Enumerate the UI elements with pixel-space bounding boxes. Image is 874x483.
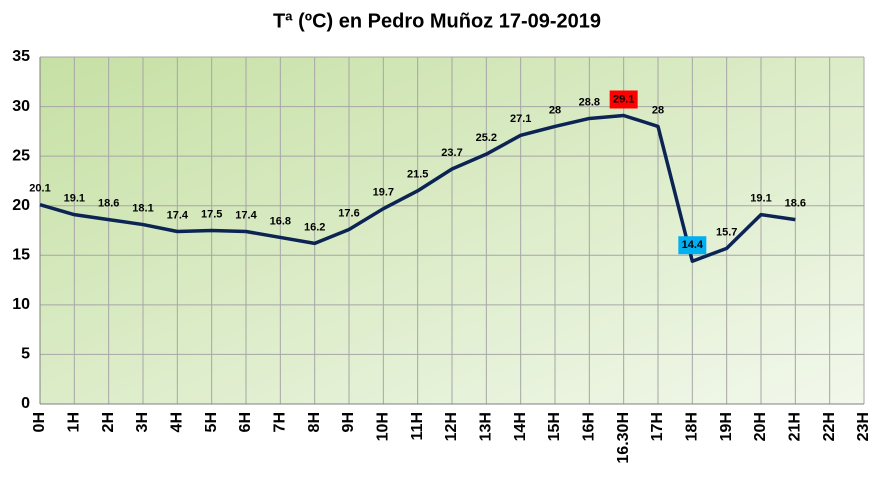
x-tick-label: 17H — [649, 412, 666, 441]
data-label: 21.5 — [407, 169, 428, 181]
x-tick-label: 8H — [306, 412, 323, 432]
data-label: 17.4 — [235, 209, 257, 221]
x-tick-label: 20H — [752, 412, 769, 441]
data-label: 16.8 — [270, 215, 291, 227]
x-tick-label: 21H — [787, 412, 804, 441]
x-tick-label: 15H — [546, 412, 563, 441]
x-tick-label: 16.30H — [615, 412, 632, 464]
y-tick-label: 15 — [12, 247, 30, 264]
y-tick-label: 0 — [21, 395, 30, 412]
data-label: 28 — [549, 104, 561, 116]
data-label: 17.5 — [201, 208, 222, 220]
x-tick-label: 16H — [581, 412, 598, 441]
data-label: 29.1 — [613, 93, 634, 105]
line — [39, 113, 796, 263]
y-tick-label: 10 — [12, 296, 30, 313]
x-tick-label: 6H — [237, 412, 254, 432]
x-tick-label: 22H — [821, 412, 838, 441]
data-label: 17.4 — [167, 209, 189, 221]
x-tick-label: 19H — [718, 412, 735, 441]
data-label: 14.4 — [682, 239, 704, 251]
data-label: 18.6 — [785, 198, 806, 210]
data-label: 19.1 — [64, 193, 85, 205]
x-tick-label: 12H — [443, 412, 460, 441]
y-tick-label: 30 — [12, 98, 30, 115]
x-tick-label: 3H — [134, 412, 151, 432]
x-tick-label: 1H — [66, 412, 83, 432]
x-tick-label: 14H — [512, 412, 529, 441]
data-label: 19.7 — [373, 187, 394, 199]
data-label: 15.7 — [716, 226, 737, 238]
data-label: 28 — [652, 104, 664, 116]
data-label: 18.6 — [98, 198, 119, 210]
x-tick-label: 13H — [478, 412, 495, 441]
y-tick-label: 20 — [12, 197, 30, 214]
x-tick-label: 0H — [31, 412, 48, 432]
x-tick-label: 5H — [203, 412, 220, 432]
chart-title: Tª (ºC) en Pedro Muñoz 17-09-2019 — [273, 10, 601, 32]
x-tick-label: 4H — [169, 412, 186, 432]
data-label: 18.1 — [132, 202, 153, 214]
data-label: 25.2 — [476, 132, 497, 144]
x-tick-label: 11H — [409, 412, 426, 440]
x-tick-label: 18H — [684, 412, 701, 441]
x-tick-label: 7H — [272, 412, 289, 432]
y-tick-label: 25 — [12, 147, 30, 164]
label-box — [609, 90, 638, 109]
y-tick-label: 5 — [21, 346, 30, 363]
label-box — [678, 236, 707, 255]
y-tick-label: 35 — [12, 48, 30, 65]
data-label: 19.1 — [750, 193, 771, 205]
data-label: 16.2 — [304, 221, 325, 233]
x-tick-label: 2H — [100, 412, 117, 432]
data-label: 28.8 — [579, 96, 600, 108]
x-tick-label: 10H — [375, 412, 392, 441]
data-label: 27.1 — [510, 113, 531, 125]
data-label: 23.7 — [441, 147, 462, 159]
x-tick-label: 23H — [855, 412, 872, 441]
x-tick-label: 9H — [340, 412, 357, 432]
data-label: 20.1 — [29, 183, 50, 195]
data-label: 17.6 — [338, 207, 359, 219]
